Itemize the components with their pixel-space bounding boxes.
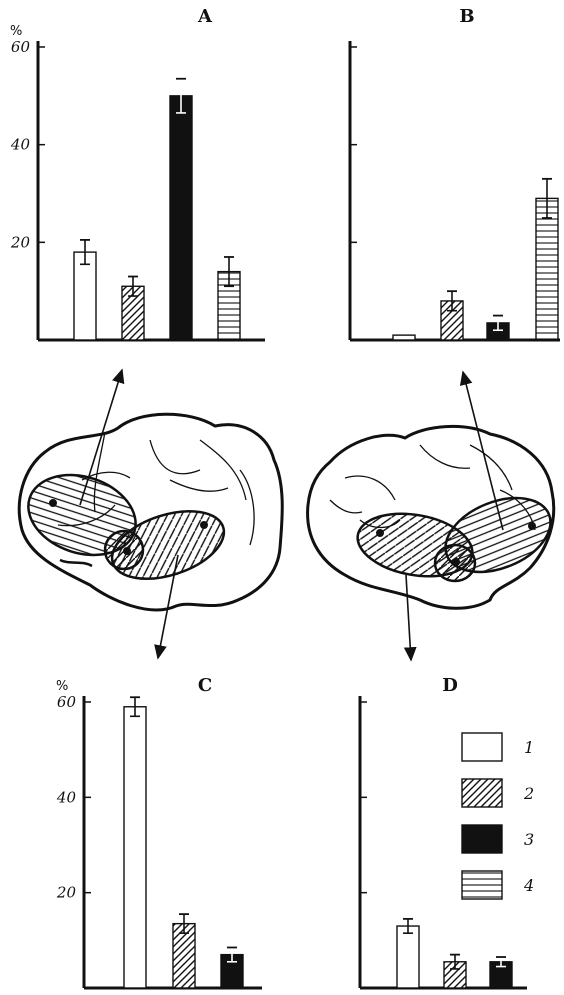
panel-b: B (348, 6, 560, 342)
error-bar (176, 77, 186, 114)
legend-swatch-2 (461, 778, 503, 808)
bar-4 (535, 197, 559, 341)
error-bar (80, 238, 90, 266)
legend-swatch-1 (461, 732, 503, 762)
legend-label-4: 4 (523, 876, 534, 895)
bar-1 (392, 334, 416, 341)
error-bar (227, 946, 237, 963)
error-bar (542, 177, 552, 219)
panel-letter: D (442, 675, 458, 696)
error-bar (403, 917, 413, 934)
error-bar (130, 696, 140, 718)
y-tick-label: 60 (11, 38, 31, 56)
error-bar (128, 275, 138, 297)
bar-1 (73, 251, 97, 341)
unit-label: % (56, 679, 68, 694)
error-bar (179, 913, 189, 934)
panel-letter: B (459, 6, 474, 27)
connector-arrows (79, 368, 504, 662)
error-bar (493, 314, 503, 332)
legend-label-1: 1 (524, 738, 534, 757)
y-tick-label: 20 (56, 884, 77, 902)
legend-swatch-4 (461, 870, 503, 900)
bar-1 (396, 925, 420, 989)
panel-letter: C (198, 675, 212, 696)
error-bar (450, 953, 460, 970)
error-bar (224, 256, 234, 288)
brain-illustration-left (17, 412, 284, 612)
legend: 1 2 3 4 (461, 732, 534, 900)
panel-a: A% 20 40 60 (10, 6, 265, 342)
legend-label-2: 2 (523, 784, 534, 803)
unit-label: % (10, 24, 22, 39)
y-tick-label: 40 (10, 136, 31, 154)
y-tick-label: 60 (57, 693, 77, 711)
bar-1 (123, 706, 147, 989)
legend-swatch-3 (461, 824, 503, 854)
legend-label-3: 3 (524, 830, 534, 849)
panel-letter: A (197, 6, 213, 27)
error-bar (447, 290, 457, 312)
brain-illustration-right (306, 424, 556, 610)
panel-d: D (358, 675, 527, 990)
error-bar (496, 956, 506, 968)
y-tick-label: 20 (10, 233, 31, 251)
panel-c: C% 20 40 60 (56, 675, 262, 990)
bar-3 (169, 95, 193, 341)
y-tick-label: 40 (56, 788, 77, 806)
